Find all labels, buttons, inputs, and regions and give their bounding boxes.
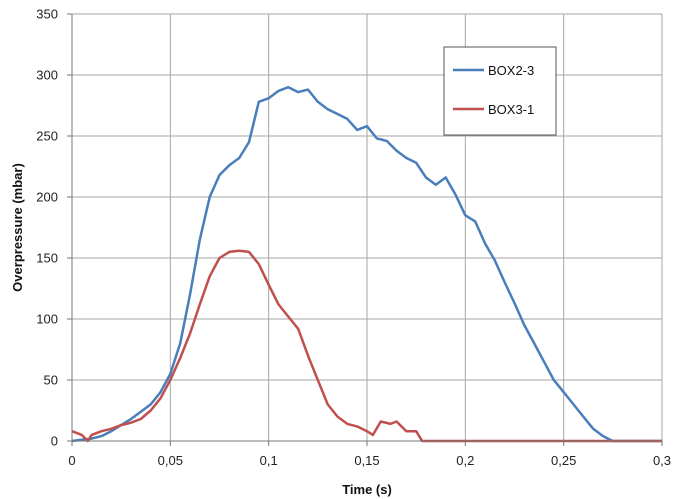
- y-tick-label: 300: [36, 68, 58, 83]
- tick-labels: 0 50 100 150 200 250 300 350 0 0,05 0,1 0,15 0,2 0,25…: [36, 7, 671, 469]
- x-tick-label: 0,25: [551, 453, 576, 468]
- y-tick-label: 350: [36, 7, 58, 22]
- y-tick-label: 0: [51, 434, 58, 449]
- series-line-box2-3: [71, 85, 662, 443]
- x-tick-label: 0,15: [354, 453, 379, 468]
- axes: [67, 13, 663, 446]
- series-line-box3-1: [71, 249, 662, 443]
- legend-label-box2-3: BOX2-3: [488, 63, 534, 78]
- y-tick-label: 100: [36, 312, 58, 327]
- x-tick-label: 0: [68, 453, 75, 468]
- legend-label-box3-1: BOX3-1: [488, 102, 534, 117]
- legend: BOX2-3 BOX3-1: [443, 46, 557, 136]
- x-tick-label: 0,05: [158, 453, 183, 468]
- y-axis-title: Overpressure (mbar): [10, 163, 25, 292]
- y-tick-label: 150: [36, 251, 58, 266]
- y-tick-label: 50: [44, 373, 58, 388]
- y-tick-label: 200: [36, 190, 58, 205]
- x-axis-title: Time (s): [342, 482, 392, 497]
- y-tick-label: 250: [36, 129, 58, 144]
- x-tick-label: 0,1: [260, 453, 278, 468]
- x-tick-label: 0,2: [456, 453, 474, 468]
- x-tick-label: 0,3: [653, 453, 671, 468]
- legend-box: [443, 46, 557, 136]
- series-layer: [71, 85, 662, 443]
